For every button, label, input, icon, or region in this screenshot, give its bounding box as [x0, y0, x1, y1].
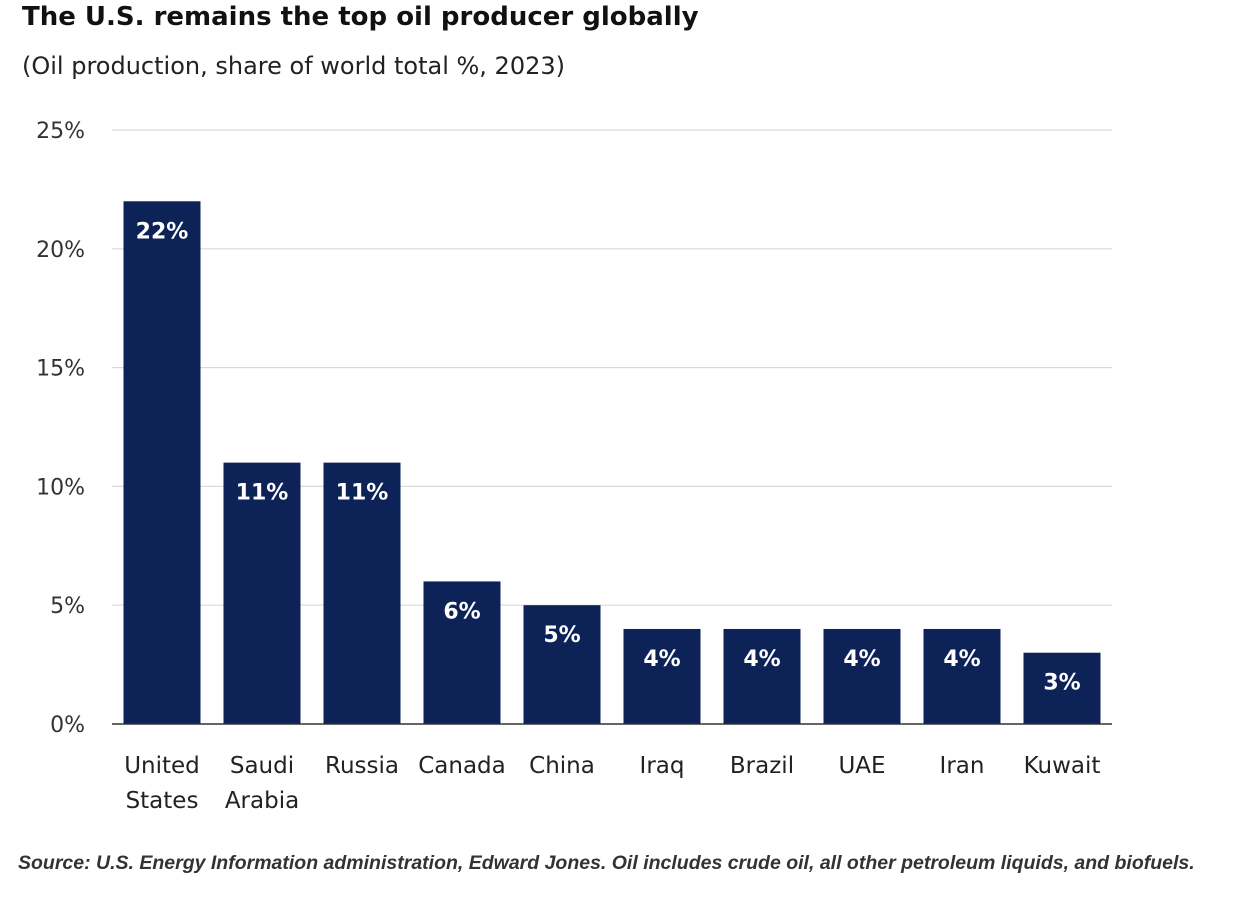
data-label: 11% — [336, 481, 389, 506]
data-label: 6% — [443, 599, 480, 624]
bars — [123, 201, 1101, 724]
data-label: 4% — [943, 647, 980, 672]
bar — [223, 462, 301, 724]
y-axis-ticks: 0% 5% 10% 15% 20% 25% — [36, 119, 85, 738]
y-tick-label: 25% — [36, 119, 85, 144]
source-note: Source: U.S. Energy Information administ… — [18, 852, 1195, 874]
y-tick-label: 20% — [36, 238, 85, 263]
bar — [1023, 652, 1101, 724]
data-label: 4% — [643, 647, 680, 672]
x-tick-label: United — [124, 753, 200, 779]
y-tick-label: 5% — [50, 594, 85, 619]
x-tick-label: Saudi — [230, 753, 294, 779]
data-label: 5% — [543, 623, 580, 648]
x-tick-label: Arabia — [225, 788, 299, 814]
y-tick-label: 0% — [50, 713, 85, 738]
y-tick-label: 10% — [36, 475, 85, 500]
bar — [123, 201, 201, 724]
data-label: 11% — [236, 481, 289, 506]
data-label: 4% — [843, 647, 880, 672]
x-tick-label: Iran — [940, 753, 985, 779]
x-tick-label: Brazil — [730, 753, 794, 779]
chart-subtitle: (Oil production, share of world total %,… — [22, 52, 565, 80]
data-label: 22% — [136, 219, 189, 244]
x-axis-categories: United States Saudi Arabia Russia Canada China… — [124, 753, 1100, 814]
y-tick-label: 15% — [36, 357, 85, 382]
x-tick-label: China — [529, 753, 595, 779]
bar — [623, 628, 701, 724]
data-label: 4% — [743, 647, 780, 672]
bar — [523, 605, 601, 724]
bar — [723, 628, 801, 724]
x-tick-label: Canada — [418, 753, 506, 779]
x-tick-label: Kuwait — [1024, 753, 1101, 779]
chart-title: The U.S. remains the top oil producer gl… — [22, 2, 699, 32]
x-tick-label: UAE — [838, 753, 885, 779]
x-tick-label: Russia — [325, 753, 399, 779]
bar — [423, 581, 501, 724]
x-tick-label: States — [126, 788, 199, 814]
bar — [923, 628, 1001, 724]
data-labels: 22% 11% 11% 6% 5% 4% 4% 4% 4% 3% — [136, 219, 1081, 695]
bar — [323, 462, 401, 724]
data-label: 3% — [1043, 671, 1080, 696]
x-tick-label: Iraq — [640, 753, 685, 779]
bar — [823, 628, 901, 724]
